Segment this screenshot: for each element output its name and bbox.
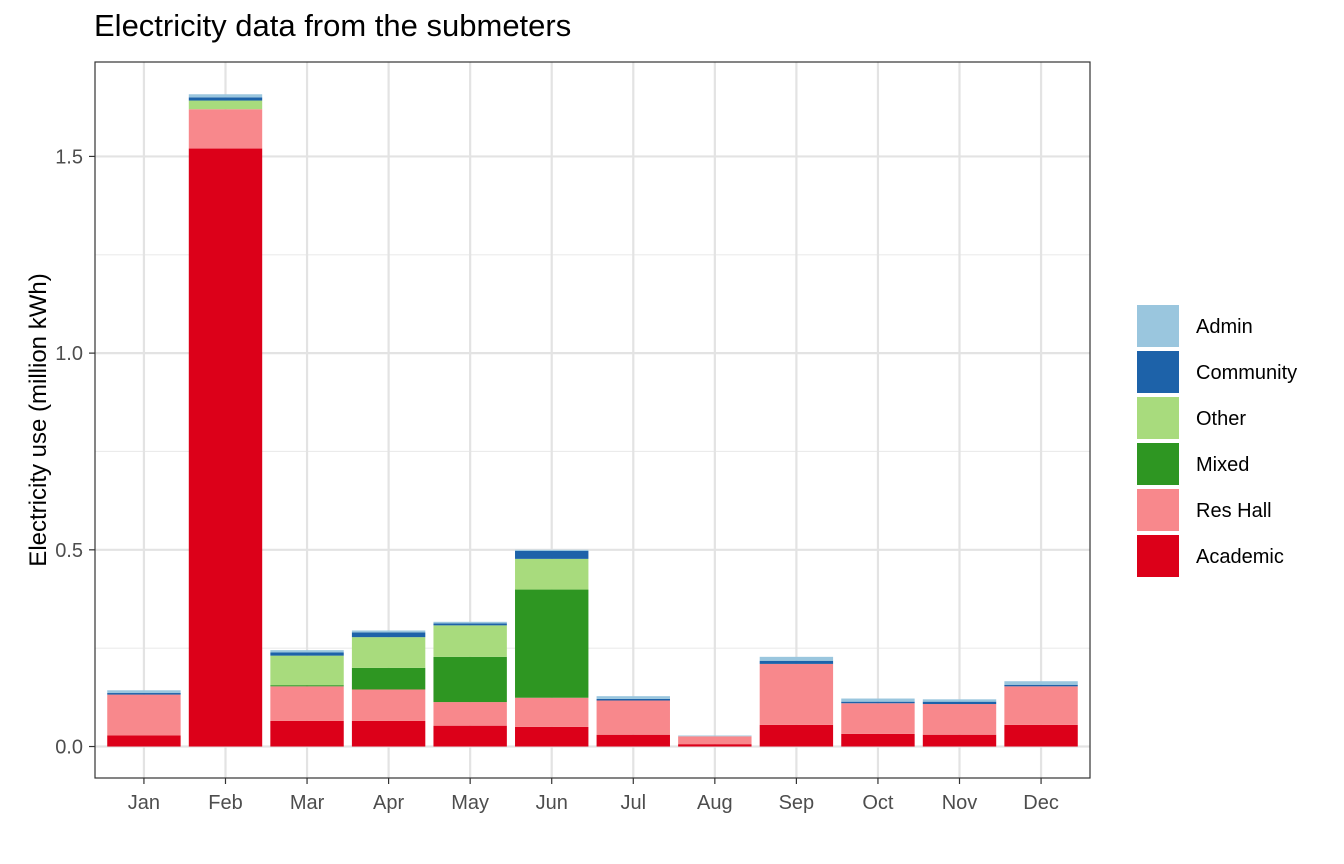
legend-label: Other — [1196, 408, 1246, 430]
bar-segment: Nov – Res Hall: 0.078 — [922, 704, 997, 735]
legend-key — [1137, 489, 1179, 531]
bar-segment: Mar – Community: 0.008 — [270, 652, 344, 656]
bar-segment: Feb – Res Hall: 0.1 — [188, 109, 263, 149]
bar-segment: Jan – Admin: 0.007 — [107, 690, 181, 694]
bar-segment: Nov – Admin: 0.006 — [922, 699, 997, 702]
bar-segment: Mar – Other: 0.075 — [270, 655, 344, 686]
legend-label: Admin — [1196, 316, 1253, 338]
x-tick-label: Oct — [862, 792, 894, 814]
legend-label: Mixed — [1196, 454, 1249, 476]
bar-segment: Jan – Academic: 0.028 — [107, 735, 181, 747]
bar-segment: May – Community: 0.005 — [433, 623, 507, 626]
x-tick-label: May — [451, 792, 489, 814]
x-tick-label: Feb — [208, 792, 242, 814]
bar-segment: May – Academic: 0.053 — [433, 725, 507, 747]
bar-segment: Jun – Community: 0.02 — [515, 551, 589, 559]
bar-segment: Mar – Admin: 0.006 — [270, 650, 344, 653]
bar-segment: Apr – Other: 0.078 — [351, 637, 426, 668]
bar-segment: Apr – Admin: 0.005 — [351, 630, 426, 633]
bar-segment: Dec – Res Hall: 0.098 — [1004, 686, 1078, 725]
x-tick-label: Mar — [290, 792, 325, 814]
bar-segment: Jun – Admin: 0.003 — [515, 549, 589, 552]
legend-label: Community — [1196, 362, 1297, 384]
bar-segment: Jun – Academic: 0.05 — [515, 726, 589, 747]
bar-segment: Aug – Res Hall: 0.02 — [678, 736, 752, 745]
x-tick-label: Jun — [536, 792, 568, 814]
bar-segment: May – Mixed: 0.115 — [433, 656, 507, 703]
bar-segment: Nov – Academic: 0.03 — [922, 734, 997, 747]
bar-segment: Aug – Admin: 0.002 — [678, 735, 752, 737]
bar-segment: Feb – Community: 0.008 — [188, 97, 263, 101]
x-tick-label: Jul — [620, 792, 646, 814]
bar-segment: Jun – Mixed: 0.275 — [515, 589, 589, 698]
bar-segment: Jun – Res Hall: 0.074 — [515, 697, 589, 727]
panel-border — [94, 61, 1091, 779]
bar-segment: Dec – Community: 0.004 — [1004, 684, 1078, 687]
bar-segment: Sep – Community: 0.008 — [759, 660, 834, 664]
y-axis-title: Electricity use (million kWh) — [25, 273, 52, 566]
bar-segment: Apr – Community: 0.012 — [351, 632, 426, 638]
x-tick-label: Nov — [942, 792, 978, 814]
bars: Jan – Academic: 0.028Jan – Res Hall: 0.1… — [107, 94, 1078, 747]
bar-segment: Feb – Academic: 1.52 — [188, 148, 263, 747]
x-tick-label: Jan — [128, 792, 160, 814]
bar-segment: Apr – Academic: 0.065 — [351, 720, 426, 747]
bar-segment: Aug – Academic: 0.006 — [678, 744, 752, 747]
x-tick-label: Apr — [373, 792, 404, 814]
legend-key — [1137, 443, 1179, 485]
bar-segment: Jul – Admin: 0.007 — [596, 696, 670, 699]
bar-segment: Jul – Community: 0.004 — [596, 698, 670, 701]
bar-segment: May – Other: 0.08 — [433, 625, 507, 657]
bar-segment: Jan – Community: 0.004 — [107, 693, 181, 695]
bar-segment: Apr – Res Hall: 0.08 — [351, 689, 426, 721]
legend-key — [1137, 351, 1179, 393]
legend-key — [1137, 397, 1179, 439]
bar-segment: Mar – Res Hall: 0.088 — [270, 686, 344, 721]
legend-key — [1137, 305, 1179, 347]
bar-segment: Oct – Community: 0.004 — [841, 701, 915, 704]
bar-segment: Apr – Mixed: 0.055 — [351, 667, 426, 690]
bar-segment: Oct – Admin: 0.008 — [841, 698, 915, 702]
bar-segment: Dec – Admin: 0.009 — [1004, 681, 1078, 685]
x-tick-label: Dec — [1023, 792, 1059, 814]
y-tick-label: 0.5 — [55, 540, 83, 562]
y-tick-label: 0.0 — [55, 737, 83, 759]
bar-segment: Feb – Other: 0.022 — [188, 100, 263, 110]
x-tick-label: Sep — [779, 792, 815, 814]
bar-segment: Jul – Res Hall: 0.087 — [596, 700, 670, 735]
legend: Admin Community Other Mixed Res Hall Academic — [1137, 305, 1297, 577]
bar-segment: Mar – Mixed: 0.003 — [270, 685, 344, 687]
y-tick-label: 1.5 — [55, 146, 83, 168]
bar-segment: Mar – Academic: 0.065 — [270, 720, 344, 747]
bar-segment: Jan – Res Hall: 0.104 — [107, 694, 181, 736]
bar-segment: May – Res Hall: 0.06 — [433, 702, 507, 726]
bar-segment: Oct – Res Hall: 0.078 — [841, 703, 915, 734]
bar-segment: Feb – Admin: 0.008 — [188, 94, 263, 98]
chart-title: Electricity data from the submeters — [94, 8, 572, 43]
legend-label: Res Hall — [1196, 500, 1272, 522]
legend-label: Academic — [1196, 546, 1284, 568]
bar-segment: Sep – Academic: 0.055 — [759, 724, 834, 747]
bar-segment: Oct – Academic: 0.032 — [841, 733, 915, 747]
bar-segment: Sep – Res Hall: 0.155 — [759, 663, 834, 725]
legend-key — [1137, 535, 1179, 577]
bar-segment: Jul – Academic: 0.03 — [596, 734, 670, 747]
bar-segment: Dec – Academic: 0.055 — [1004, 724, 1078, 747]
x-tick-label: Aug — [697, 792, 733, 814]
bar-segment: Jun – Other: 0.078 — [515, 558, 589, 590]
y-tick-label: 1.0 — [55, 343, 83, 365]
bar-segment: Sep – Admin: 0.01 — [759, 656, 834, 661]
bar-segment: Nov – Community: 0.006 — [922, 701, 997, 705]
axes: 0.0 0.5 1.0 1.5 Jan Feb Mar Apr May Jun Jul Aug Sep O… — [55, 146, 1059, 814]
bar-segment: May – Admin: 0.004 — [433, 621, 507, 624]
